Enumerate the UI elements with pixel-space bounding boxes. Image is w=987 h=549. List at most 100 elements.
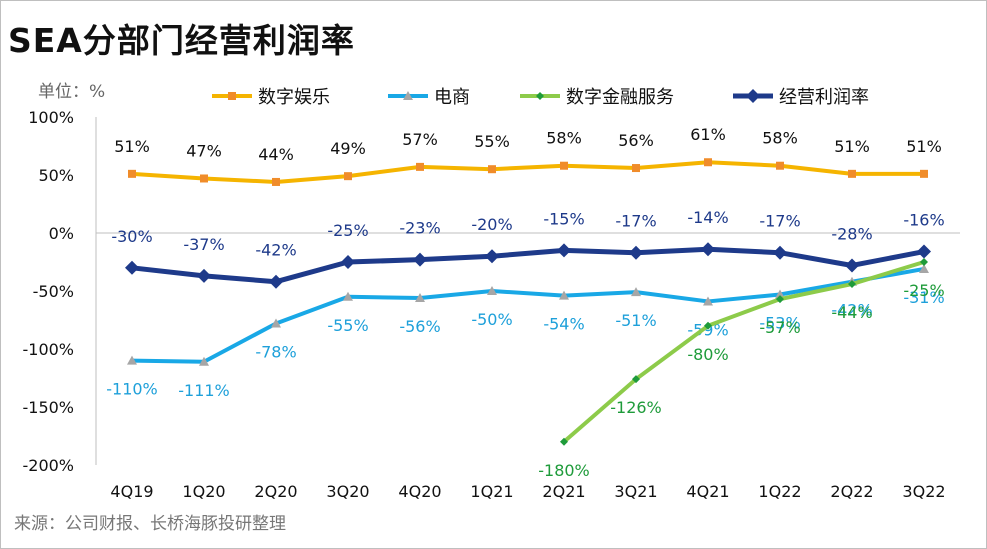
data-point bbox=[272, 177, 280, 186]
data-point bbox=[485, 249, 499, 264]
y-tick-label: -200% bbox=[22, 456, 74, 475]
data-label: 57% bbox=[402, 130, 438, 149]
data-label: 56% bbox=[618, 131, 654, 150]
data-point bbox=[343, 291, 353, 301]
data-label: 51% bbox=[906, 137, 942, 156]
y-tick-label: -50% bbox=[33, 282, 74, 301]
data-point bbox=[128, 169, 136, 178]
data-point bbox=[773, 245, 787, 260]
data-point bbox=[629, 245, 643, 260]
data-point bbox=[701, 242, 715, 257]
x-tick-label: 3Q20 bbox=[326, 482, 369, 501]
data-label: -111% bbox=[178, 381, 230, 400]
y-tick-label: -100% bbox=[22, 340, 74, 359]
data-label: -14% bbox=[687, 208, 728, 227]
data-point bbox=[341, 255, 355, 269]
x-tick-label: 4Q19 bbox=[110, 482, 153, 501]
data-label: -42% bbox=[831, 301, 872, 320]
data-label: 44% bbox=[258, 145, 294, 164]
chart-title: SEA分部门经营利润率 bbox=[8, 21, 355, 60]
data-point bbox=[560, 437, 568, 446]
data-point bbox=[487, 286, 497, 295]
data-point bbox=[488, 165, 496, 174]
data-point bbox=[920, 258, 928, 266]
data-label: -54% bbox=[543, 315, 584, 334]
data-label: -180% bbox=[538, 461, 590, 480]
data-point bbox=[632, 164, 640, 173]
x-tick-label: 1Q20 bbox=[182, 482, 225, 501]
data-label: -25% bbox=[903, 281, 944, 300]
x-tick-label: 4Q21 bbox=[686, 482, 729, 501]
data-label: -30% bbox=[111, 227, 152, 246]
unit-label: 单位：% bbox=[38, 82, 106, 102]
data-label: -20% bbox=[471, 215, 512, 234]
x-tick-label: 2Q22 bbox=[830, 482, 873, 501]
data-point bbox=[200, 174, 208, 183]
legend-marker bbox=[403, 91, 413, 100]
source-note: 来源：公司财报、长桥海豚投研整理 bbox=[14, 514, 286, 534]
data-label: -126% bbox=[610, 398, 662, 417]
x-tick-label: 3Q21 bbox=[614, 482, 657, 501]
data-label: 51% bbox=[114, 137, 150, 156]
data-label: -50% bbox=[471, 310, 512, 329]
data-label: -44% bbox=[831, 303, 872, 322]
data-point bbox=[845, 258, 859, 273]
data-label: -17% bbox=[615, 212, 656, 231]
data-label: 47% bbox=[186, 141, 222, 160]
data-label: -55% bbox=[327, 316, 368, 335]
data-point bbox=[560, 161, 568, 170]
data-label: 51% bbox=[834, 137, 870, 156]
data-point bbox=[631, 287, 641, 297]
x-tick-label: 4Q20 bbox=[398, 482, 441, 501]
data-label: -110% bbox=[106, 380, 158, 399]
data-point bbox=[776, 161, 784, 170]
y-tick-label: -150% bbox=[22, 398, 74, 417]
series-line-2 bbox=[562, 260, 925, 444]
data-point bbox=[917, 244, 931, 259]
series-line-3 bbox=[131, 246, 925, 285]
data-label: -42% bbox=[255, 241, 296, 260]
data-point bbox=[197, 268, 211, 283]
x-tick-label: 2Q21 bbox=[542, 482, 585, 501]
legend-marker bbox=[746, 89, 760, 103]
data-label: -37% bbox=[183, 235, 224, 254]
data-point bbox=[199, 356, 209, 366]
legend-entry: 经营利润率 bbox=[779, 87, 869, 108]
data-point bbox=[848, 169, 856, 178]
data-label: -23% bbox=[399, 219, 440, 238]
data-label: -25% bbox=[327, 221, 368, 240]
data-label: -56% bbox=[399, 317, 440, 336]
legend-entry: 电商 bbox=[434, 87, 470, 108]
legend-marker bbox=[228, 92, 236, 100]
x-tick-label: 2Q20 bbox=[254, 482, 297, 501]
series-line-1 bbox=[131, 266, 925, 364]
data-label: 55% bbox=[474, 132, 510, 151]
data-point bbox=[775, 289, 785, 299]
data-label: 49% bbox=[330, 139, 366, 158]
data-label: 58% bbox=[762, 129, 798, 148]
data-label: -80% bbox=[687, 345, 728, 364]
x-tick-label: 1Q21 bbox=[470, 482, 513, 501]
data-point bbox=[920, 169, 928, 178]
data-point bbox=[704, 158, 712, 167]
y-tick-label: 0% bbox=[49, 224, 74, 243]
data-point bbox=[704, 321, 712, 330]
data-point bbox=[703, 296, 713, 306]
y-tick-label: 100% bbox=[28, 108, 74, 127]
series-line-0 bbox=[131, 160, 924, 184]
data-label: -31% bbox=[903, 288, 944, 307]
data-point bbox=[416, 162, 424, 171]
data-label: -28% bbox=[831, 224, 872, 243]
data-point bbox=[919, 263, 929, 273]
data-point bbox=[632, 375, 640, 384]
data-point bbox=[271, 318, 281, 328]
data-point bbox=[344, 172, 352, 181]
data-point bbox=[848, 280, 856, 289]
legend-entry: 数字娱乐 bbox=[258, 87, 330, 108]
data-label: -16% bbox=[903, 211, 944, 230]
data-label: -78% bbox=[255, 342, 296, 361]
x-tick-label: 3Q22 bbox=[902, 482, 945, 501]
legend-marker bbox=[536, 92, 544, 100]
data-point bbox=[127, 355, 137, 365]
